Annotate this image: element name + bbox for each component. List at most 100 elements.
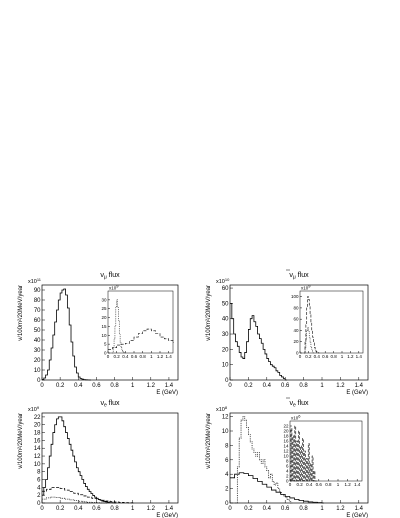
frame [41, 412, 179, 504]
inset-x-tick-label: 0.8 [140, 354, 147, 359]
y-axis-label: ν/100m²/20MeV/year [18, 285, 24, 341]
x-tick-label: 0.8 [110, 383, 119, 389]
inset-x-tick-label: 0.6 [322, 354, 329, 359]
y-tick-label: 8 [37, 470, 41, 476]
y-tick-label: 2 [37, 493, 41, 499]
x-tick-label: 0.2 [56, 506, 65, 512]
chart-1: νμ flux x1011 ν/100m²/20MeV/year E (GeV) 0 0.… [18, 272, 179, 396]
inset-y-tick-label: 40 [293, 328, 299, 333]
y-tick-label: 50 [34, 328, 41, 334]
inset-y-tick-label: 0 [296, 351, 299, 356]
x-tick-label: 0 [228, 506, 232, 512]
x-tick-label: 1 [320, 383, 324, 389]
chart-title: νe flux [100, 400, 120, 409]
y-tick-label: 20 [34, 423, 41, 429]
inset-y-tick-label: 25 [101, 306, 107, 311]
inset-x-tick-label: 0.8 [330, 354, 337, 359]
inset-x-tick-label: 1 [341, 354, 344, 359]
series-2-line [42, 486, 135, 504]
inset-x-tick-label: 0.4 [306, 482, 313, 487]
x-tick-label: 0.4 [263, 383, 272, 389]
x-tick-label: 1 [131, 383, 135, 389]
x-tick-label: 0.2 [244, 506, 253, 512]
inset-frame [299, 290, 364, 354]
inset-x-tick-label: 0.2 [305, 354, 312, 359]
inset-y-tick-label: 100 [291, 294, 299, 299]
inset-x-tick-label: 1.4 [354, 482, 361, 487]
inset-y-tick-label: 4 [286, 469, 289, 474]
frame [41, 284, 179, 381]
inset-x-tick-label: 1 [150, 354, 153, 359]
inset-x-tick-label: 1.4 [356, 354, 363, 359]
inset-x-tick-label: 0.6 [316, 482, 323, 487]
x-tick-label: 0.2 [244, 383, 253, 389]
chart-2: νμ flux x1010 ν/100m²/20MeV/year E (GeV) 0 0.… [206, 269, 369, 396]
chart-title: νe flux [289, 400, 309, 409]
inset-y-tick-label: 20 [283, 429, 289, 434]
inset-series-1-line [304, 296, 320, 354]
y-tick-label: 30 [34, 348, 41, 354]
y-tick-label: 14 [34, 446, 41, 452]
inset-x-tick-label: 0.2 [114, 354, 121, 359]
x-axis-label: E (GeV) [156, 390, 178, 396]
inset-y-tick-label: 10 [101, 333, 107, 338]
y-tick-label: 0 [225, 378, 229, 384]
inset-y-tick-label: 0 [104, 351, 107, 356]
y-tick-label: 6 [225, 458, 229, 464]
inset-y-tick-label: 14 [283, 444, 289, 449]
y-axis-label: ν/100m²/20MeV/year [18, 413, 24, 469]
inset-y-tick-label: 18 [283, 434, 289, 439]
y-tick-label: 20 [34, 358, 41, 364]
inset-y-tick-label: 0 [286, 479, 289, 484]
x-tick-label: 0.8 [299, 383, 308, 389]
chart-3: νe flux x109 ν/100m²/20MeV/year E (GeV) 0 0.2… [18, 400, 179, 518]
y-tick-label: 12 [222, 415, 229, 421]
x-tick-label: 0.8 [299, 506, 308, 512]
inset-y-tick-label: 60 [293, 317, 299, 322]
x-tick-label: 1 [320, 506, 324, 512]
y-tick-label: 8 [225, 443, 229, 449]
y-tick-label: 4 [225, 472, 229, 478]
series-3-line [42, 496, 108, 504]
x-tick-label: 0.4 [263, 506, 272, 512]
inset-y-tick-label: 22 [283, 424, 289, 429]
y-tick-label: 60 [222, 286, 229, 292]
x-tick-label: 1.4 [165, 383, 174, 389]
series-2-line [230, 472, 324, 504]
x-tick-label: 1.2 [336, 506, 345, 512]
x-tick-label: 0.6 [281, 383, 290, 389]
x-tick-label: 1.4 [355, 383, 364, 389]
y-tick-label: 10 [222, 429, 229, 435]
y-tick-label: 2 [225, 487, 229, 493]
x-tick-label: 0 [228, 383, 232, 389]
x-axis-label: E (GeV) [156, 513, 178, 518]
inset-x-tick-label: 1 [337, 482, 340, 487]
inset-y-multiplier: x109 [301, 284, 311, 291]
x-tick-label: 0.4 [74, 383, 83, 389]
y-tick-label: 60 [34, 318, 41, 324]
inset-y-tick-label: 16 [283, 439, 289, 444]
x-tick-label: 0.6 [92, 383, 101, 389]
y-tick-label: 40 [34, 338, 41, 344]
y-tick-label: 40 [222, 317, 229, 323]
y-tick-label: 30 [222, 332, 229, 338]
y-multiplier: x109 [28, 405, 40, 413]
x-tick-label: 1.2 [336, 383, 345, 389]
x-tick-label: 1.4 [165, 506, 174, 512]
y-tick-label: 0 [225, 501, 229, 507]
frame [229, 284, 369, 381]
y-tick-label: 0 [37, 501, 41, 507]
inset-x-tick-label: 1.2 [344, 482, 351, 487]
y-tick-label: 6 [37, 478, 41, 484]
inset-y-tick-label: 8 [286, 459, 289, 464]
inset-y-tick-label: 15 [101, 324, 107, 329]
x-tick-label: 0 [40, 506, 44, 512]
chart-title: νμ flux [289, 272, 309, 281]
chart-title: νμ flux [100, 272, 120, 281]
inset-y-tick-label: 30 [101, 297, 107, 302]
inset-y-tick-label: 80 [293, 305, 299, 310]
